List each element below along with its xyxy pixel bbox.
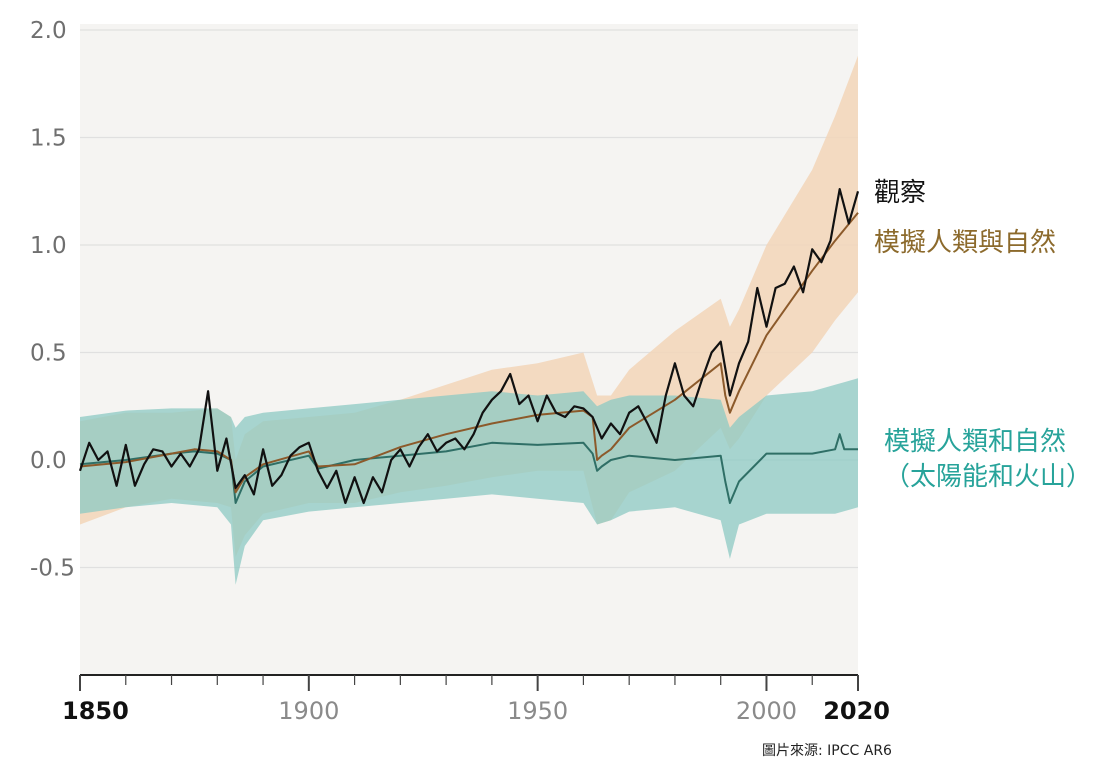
band-natural	[80, 378, 858, 585]
x-tick-label: 2000	[736, 697, 797, 725]
line-observed	[78, 188, 860, 505]
y-tick-label: 1.0	[30, 233, 67, 259]
human-natural-series-label: 模擬人類與自然	[874, 228, 1057, 258]
natural-series-label-line1: 模擬人類和自然	[884, 427, 1067, 457]
y-tick-label: 1.5	[30, 126, 67, 152]
gridlines	[80, 29, 858, 569]
source-note: 圖片來源: IPCC AR6	[762, 743, 892, 759]
x-tick-label: 1850	[62, 697, 129, 725]
y-axis-tick-labels: 2.0 1.5 1.0 0.5 0.0 -0.5	[30, 18, 75, 582]
x-tick-label: 2020	[823, 697, 890, 725]
uncertainty-bands	[80, 55, 858, 585]
x-tick-label: 1900	[278, 697, 339, 725]
y-tick-label: 2.0	[30, 18, 67, 44]
natural-series-label-line2: （太陽能和火山）	[884, 462, 1093, 493]
observed-series-label: 觀察	[874, 178, 927, 208]
y-tick-label: -0.5	[30, 556, 75, 582]
natural-series-label: 模擬人類和自然 （太陽能和火山）	[884, 425, 1092, 495]
x-axis-tick-labels: 1850 1900 1950 2000 2020	[62, 697, 890, 725]
x-axis	[79, 674, 859, 691]
y-tick-label: 0.5	[30, 341, 67, 367]
series-lines	[78, 188, 860, 505]
y-tick-label: 0.0	[30, 448, 67, 474]
x-tick-label: 1950	[507, 697, 568, 725]
